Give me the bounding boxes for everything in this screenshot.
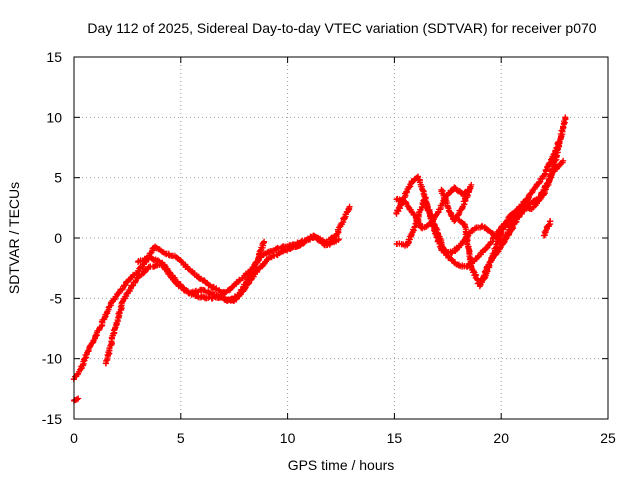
data-point xyxy=(461,201,468,208)
data-point xyxy=(547,171,554,178)
data-point xyxy=(512,219,519,226)
x-tick-label: 0 xyxy=(70,430,78,446)
x-tick-label: 5 xyxy=(177,430,185,446)
data-point xyxy=(542,227,549,234)
data-point xyxy=(467,183,474,190)
x-tick-label: 25 xyxy=(600,430,616,446)
y-tick-label: 10 xyxy=(46,109,62,125)
x-tick-label: 15 xyxy=(387,430,403,446)
y-tick-label: -10 xyxy=(42,351,62,367)
data-point xyxy=(116,310,123,317)
data-point xyxy=(341,214,348,221)
data-point xyxy=(472,256,479,263)
data-point xyxy=(85,347,92,354)
y-tick-label: -5 xyxy=(50,290,63,306)
data-point xyxy=(305,236,312,243)
data-point xyxy=(117,303,124,310)
data-point xyxy=(73,396,80,403)
x-tick-label: 10 xyxy=(280,430,296,446)
data-point xyxy=(546,218,553,225)
data-point xyxy=(471,225,478,232)
data-point xyxy=(261,259,268,266)
data-point xyxy=(498,241,505,248)
data-point xyxy=(508,226,515,233)
data-point xyxy=(411,224,418,231)
y-tick-label: 0 xyxy=(54,230,62,246)
data-point xyxy=(524,195,531,202)
y-tick-label: 5 xyxy=(54,170,62,186)
grid-lines xyxy=(74,57,608,419)
data-point xyxy=(108,299,115,306)
data-point xyxy=(111,296,118,303)
data-point xyxy=(487,228,494,235)
data-point xyxy=(260,239,267,246)
data-point xyxy=(406,184,413,191)
data-point xyxy=(426,208,433,215)
y-axis-label: SDTVAR / TECUs xyxy=(6,182,22,294)
x-axis-label: GPS time / hours xyxy=(288,457,395,473)
data-point xyxy=(103,357,110,364)
data-point xyxy=(536,194,543,201)
chart-title: Day 112 of 2025, Sidereal Day-to-day VTE… xyxy=(87,20,596,36)
data-point xyxy=(118,299,125,306)
data-point xyxy=(536,179,543,186)
data-points xyxy=(70,114,569,404)
data-point xyxy=(408,208,415,215)
axis-ticks: 0 5 10 15 20 25 -15 -10 -5 0 5 10 15 xyxy=(42,49,616,446)
x-tick-label: 20 xyxy=(493,430,509,446)
y-tick-label: 15 xyxy=(46,49,62,65)
data-point xyxy=(137,264,144,271)
data-point xyxy=(346,205,353,212)
data-point xyxy=(440,245,447,252)
data-point xyxy=(401,242,408,249)
data-point xyxy=(407,181,414,188)
data-point xyxy=(247,269,254,276)
data-point xyxy=(562,115,569,122)
data-point xyxy=(559,159,566,166)
y-tick-label: -15 xyxy=(42,411,62,427)
data-point xyxy=(335,237,342,244)
